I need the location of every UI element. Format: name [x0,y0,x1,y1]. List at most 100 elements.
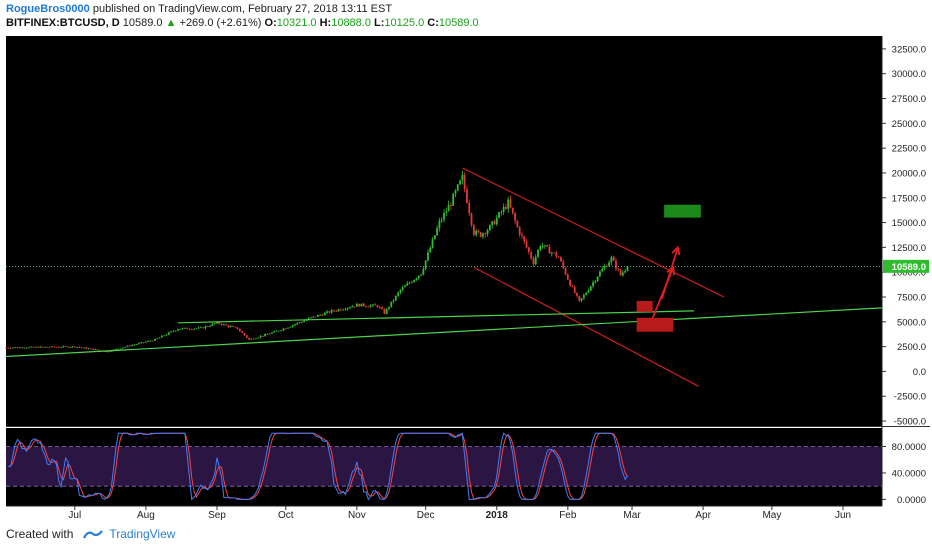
candle-body [241,331,244,333]
candle-body [298,322,301,324]
candle-body [115,348,117,350]
arrow-shaft[interactable] [660,247,679,300]
candle-body [527,247,530,252]
candle-body [351,306,354,308]
time-tick-label: May [762,510,781,521]
candle-body [99,350,101,351]
candle-body [431,239,434,248]
author-link[interactable]: RogueBros0000 [6,3,90,15]
candle-body [447,205,450,212]
candle-body [41,346,44,348]
tradingview-link[interactable]: TradingView [109,527,176,541]
candle-body [392,300,395,302]
price-tick-label: 2500.0 [897,342,926,353]
candle-body [553,252,555,254]
candle-body [264,333,267,337]
candle-body [456,184,459,191]
candle-body [57,346,60,348]
candle-body [154,338,156,341]
candle-body [89,348,92,350]
candle-body [314,316,317,318]
candle-body [589,286,592,291]
candle-body [124,346,127,348]
candle-body [353,306,356,308]
candle-body [355,303,358,307]
channel-line[interactable] [462,167,725,298]
candle-body [280,330,283,332]
ascending-trendline[interactable] [5,307,883,358]
channel-line[interactable] [473,266,699,387]
candle-body [518,227,521,235]
candle-body [560,257,562,262]
candle-body [156,338,159,340]
candle-body [131,345,134,347]
candle-body [183,327,186,329]
rsi-tick-label: 80.0000 [892,442,926,453]
price-tick-label: 5000.0 [897,317,926,328]
rsi-d-line [8,432,628,500]
candle-body [463,174,466,190]
candle-body [445,211,448,213]
candle-body [133,344,136,346]
candle-body [509,199,512,208]
buy-zone[interactable] [636,317,674,332]
candle-body [291,325,294,327]
change-arrow-icon: ▲ [165,17,177,29]
candle-body [333,310,335,312]
candle-body [248,337,250,340]
candle-body [541,246,544,247]
time-scale[interactable] [6,506,882,522]
candle-body [218,321,221,324]
time-tick-label: 2018 [486,510,509,521]
candle-body [275,330,278,332]
rsi-plot [6,432,882,501]
candle-body [39,346,42,348]
candle-body [83,347,85,349]
main-pane[interactable] [6,36,882,426]
time-tick-label: Mar [623,510,641,521]
candle-body [78,347,81,348]
support-line[interactable] [177,310,694,324]
candle-body [479,232,482,237]
candle-body [128,345,131,347]
high-label: H: [319,17,332,29]
candle-body [500,211,503,213]
buy-zone[interactable] [636,300,653,312]
candle-body [420,274,422,276]
target-zone[interactable] [664,204,701,218]
candle-body [603,266,606,269]
symbol-label[interactable]: BITFINEX:BTCUSD, D [6,17,120,29]
candle-body [349,307,351,309]
candle-body [167,332,170,335]
candle-body [582,294,585,299]
axes: 32500.0 30000.0 27500.0 25000.0 22500.0 20000… [68,44,929,521]
candle-body [53,346,56,348]
open-label: O: [264,17,277,29]
candle-body [177,329,179,331]
candle-body [190,329,193,331]
candle-body [94,349,97,351]
candle-body [307,318,310,320]
candle-body [232,326,234,328]
candle-body [245,335,248,338]
time-tick-label: Nov [348,510,366,521]
candle-body [266,333,269,335]
candle-body [259,335,262,338]
open-value: 10321.0 [276,17,317,29]
candle-body [55,346,58,348]
candle-body [206,326,209,328]
candle-body [523,236,526,242]
candle-body [46,346,49,348]
candle-body [548,246,551,254]
candle-body [21,347,23,349]
candle-body [505,206,507,209]
price-tick-label: 30000.0 [892,69,926,80]
rsi-k-line [8,432,628,501]
candle-body [346,307,349,310]
candle-body [60,347,62,348]
candle-body [225,324,228,326]
candle-body [64,346,67,348]
candle-body [385,308,388,314]
candle-body [339,309,342,311]
